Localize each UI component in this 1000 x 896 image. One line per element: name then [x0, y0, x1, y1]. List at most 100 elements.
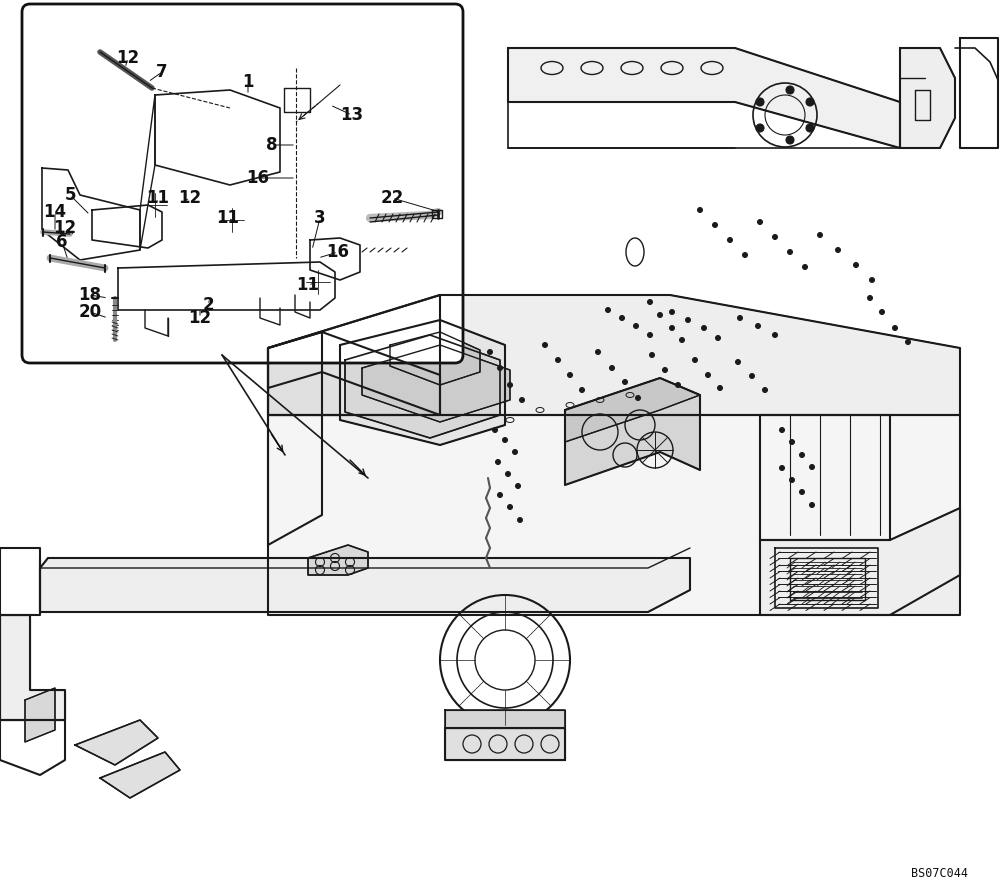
- Circle shape: [498, 493, 503, 497]
- FancyBboxPatch shape: [22, 4, 463, 363]
- Polygon shape: [390, 332, 480, 385]
- Circle shape: [836, 247, 840, 253]
- Circle shape: [496, 460, 501, 464]
- Text: 18: 18: [78, 286, 102, 304]
- Text: 16: 16: [326, 243, 350, 261]
- Circle shape: [806, 98, 814, 106]
- Circle shape: [622, 380, 628, 384]
- Circle shape: [182, 265, 188, 271]
- Text: 11: 11: [216, 209, 240, 227]
- Circle shape: [868, 296, 872, 300]
- Text: 5: 5: [64, 186, 76, 204]
- Circle shape: [692, 358, 698, 363]
- Text: 20: 20: [78, 303, 102, 321]
- Circle shape: [758, 220, 763, 225]
- Polygon shape: [268, 295, 440, 415]
- Polygon shape: [310, 238, 360, 280]
- Polygon shape: [284, 230, 308, 246]
- Circle shape: [144, 194, 156, 206]
- Circle shape: [756, 323, 761, 329]
- Polygon shape: [340, 320, 505, 445]
- Circle shape: [636, 395, 640, 401]
- Polygon shape: [92, 205, 162, 248]
- Text: BS07C044: BS07C044: [911, 867, 968, 880]
- Polygon shape: [118, 262, 335, 310]
- Circle shape: [750, 374, 755, 378]
- Circle shape: [606, 307, 610, 313]
- Polygon shape: [0, 615, 65, 720]
- Circle shape: [542, 342, 548, 348]
- Circle shape: [802, 264, 808, 270]
- Circle shape: [706, 373, 710, 377]
- Polygon shape: [445, 710, 565, 728]
- Circle shape: [287, 111, 305, 129]
- Circle shape: [498, 366, 503, 371]
- Circle shape: [596, 349, 600, 355]
- Circle shape: [179, 194, 191, 206]
- Circle shape: [742, 253, 748, 257]
- Polygon shape: [140, 95, 155, 250]
- Polygon shape: [155, 90, 280, 185]
- Circle shape: [110, 293, 120, 303]
- Circle shape: [772, 235, 778, 239]
- Polygon shape: [284, 112, 308, 128]
- Text: 16: 16: [246, 169, 270, 187]
- Circle shape: [634, 323, 639, 329]
- Polygon shape: [75, 720, 158, 765]
- Polygon shape: [345, 335, 500, 438]
- Circle shape: [790, 478, 794, 483]
- Text: 11: 11: [146, 189, 170, 207]
- Circle shape: [698, 208, 702, 212]
- Text: 1: 1: [242, 73, 254, 91]
- Circle shape: [818, 232, 822, 237]
- Polygon shape: [362, 345, 510, 422]
- Text: 11: 11: [296, 276, 320, 294]
- Circle shape: [648, 299, 652, 305]
- Circle shape: [520, 398, 524, 402]
- Circle shape: [290, 189, 302, 201]
- Circle shape: [810, 464, 814, 470]
- Circle shape: [290, 212, 302, 224]
- Circle shape: [788, 249, 792, 254]
- Circle shape: [287, 211, 305, 229]
- Polygon shape: [42, 168, 140, 260]
- Polygon shape: [565, 378, 700, 485]
- Circle shape: [870, 278, 874, 282]
- Circle shape: [508, 504, 512, 510]
- Circle shape: [756, 98, 764, 106]
- Polygon shape: [100, 752, 180, 798]
- Circle shape: [736, 359, 740, 365]
- Circle shape: [893, 325, 898, 331]
- Polygon shape: [445, 728, 565, 760]
- Circle shape: [718, 385, 722, 391]
- Circle shape: [287, 191, 305, 209]
- Circle shape: [512, 450, 518, 454]
- Polygon shape: [25, 688, 55, 742]
- Circle shape: [854, 263, 858, 268]
- Circle shape: [322, 265, 328, 271]
- Circle shape: [568, 373, 572, 377]
- Circle shape: [786, 86, 794, 94]
- Circle shape: [800, 452, 804, 458]
- Polygon shape: [40, 558, 690, 612]
- Circle shape: [290, 164, 302, 176]
- Circle shape: [810, 503, 814, 507]
- Text: 12: 12: [178, 189, 202, 207]
- Circle shape: [506, 471, 511, 477]
- Circle shape: [95, 47, 105, 57]
- Circle shape: [287, 173, 305, 191]
- Circle shape: [610, 366, 614, 371]
- Circle shape: [906, 340, 910, 344]
- Circle shape: [712, 222, 718, 228]
- Circle shape: [806, 124, 814, 132]
- Text: 14: 14: [43, 203, 67, 221]
- Polygon shape: [900, 48, 955, 148]
- Circle shape: [658, 313, 662, 317]
- Circle shape: [670, 325, 674, 331]
- Circle shape: [676, 383, 680, 387]
- Circle shape: [756, 124, 764, 132]
- Circle shape: [516, 484, 520, 488]
- Polygon shape: [284, 154, 308, 170]
- Text: 22: 22: [380, 189, 404, 207]
- Text: 6: 6: [56, 233, 68, 251]
